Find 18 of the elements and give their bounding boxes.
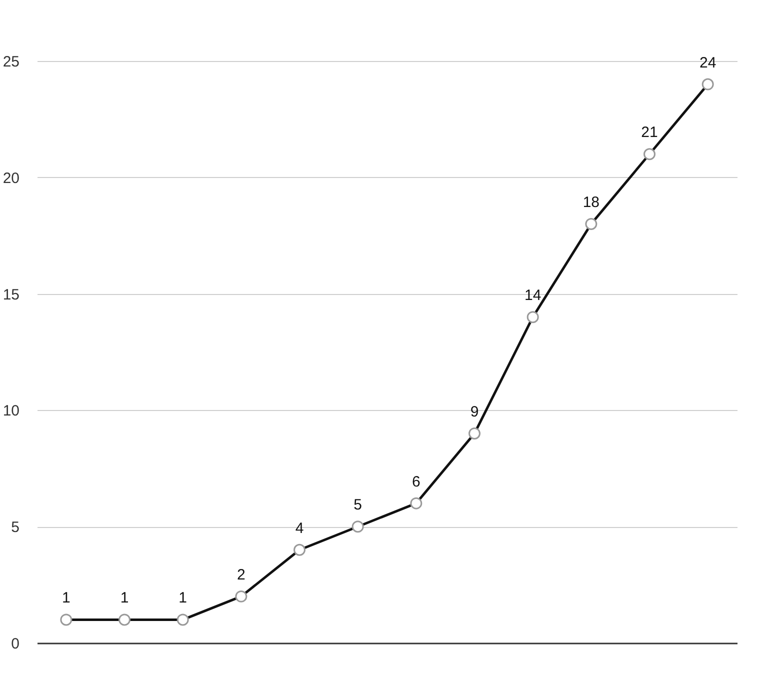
data-label: 1 (120, 590, 129, 607)
data-label: 9 (470, 403, 479, 420)
data-label: 14 (524, 287, 542, 304)
data-label: 1 (62, 590, 70, 607)
data-label: 18 (582, 194, 600, 211)
data-label: 6 (412, 473, 420, 490)
data-label: 1 (178, 590, 188, 607)
y-tick-label: 0 (11, 636, 20, 652)
y-tick-label: 10 (2, 402, 20, 420)
data-label: 4 (295, 520, 304, 537)
data-label: 24 (699, 54, 716, 72)
y-tick-label: 25 (2, 54, 20, 70)
data-label: 5 (354, 496, 362, 514)
data-label: 21 (641, 124, 658, 142)
y-tick-label: 5 (11, 519, 20, 536)
y-tick-label: 15 (2, 286, 20, 304)
data-label: 2 (236, 566, 246, 584)
y-tick-label: 20 (2, 170, 20, 187)
